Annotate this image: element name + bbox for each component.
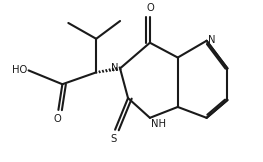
Text: S: S [111,134,117,144]
Text: O: O [53,114,61,124]
Text: N: N [112,63,119,73]
Text: HO: HO [12,65,27,75]
Text: NH: NH [151,119,166,129]
Text: O: O [146,3,154,13]
Text: N: N [208,35,215,45]
